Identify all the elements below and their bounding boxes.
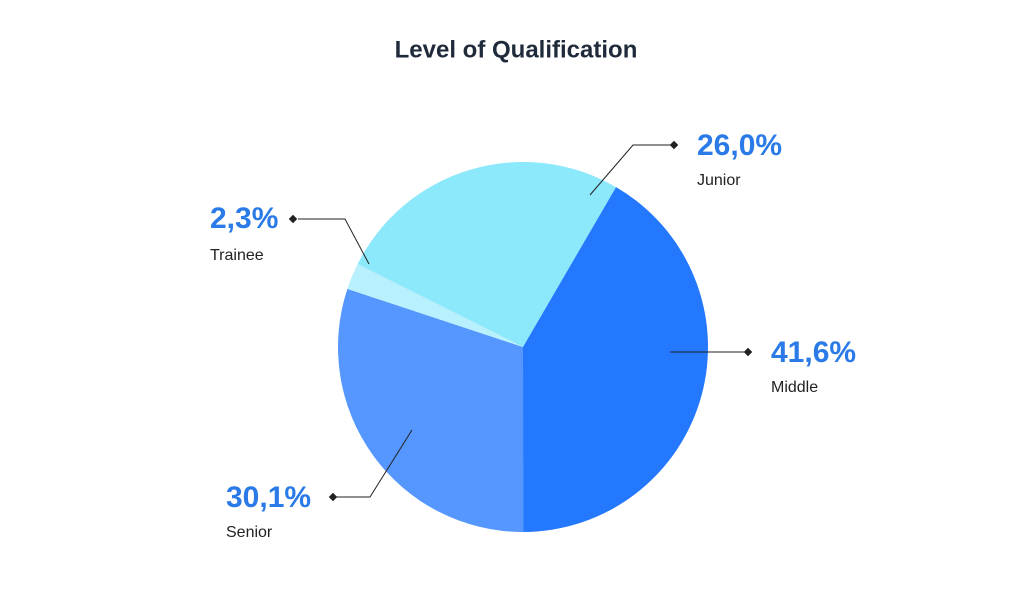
pie-slice xyxy=(357,162,617,347)
chart-title: Level of Qualification xyxy=(395,36,638,63)
callout-dot xyxy=(743,347,753,357)
callout-dot xyxy=(669,140,679,150)
pie-slice xyxy=(347,264,523,347)
pie-slice xyxy=(338,288,524,532)
category-label: Junior xyxy=(697,172,741,189)
value-label: 26,0% xyxy=(697,129,782,162)
category-label: Middle xyxy=(771,379,818,396)
callout-line xyxy=(589,144,672,196)
pie-slice xyxy=(523,187,708,532)
callout-dot xyxy=(288,214,298,224)
callout-line xyxy=(335,429,413,498)
value-label: 30,1% xyxy=(226,481,311,514)
value-label: 2,3% xyxy=(210,202,278,235)
callout-line xyxy=(298,218,370,265)
category-label: Senior xyxy=(226,524,273,541)
category-label: Trainee xyxy=(210,247,264,264)
value-label: 41,6% xyxy=(771,336,856,369)
callout-dot xyxy=(328,492,338,502)
